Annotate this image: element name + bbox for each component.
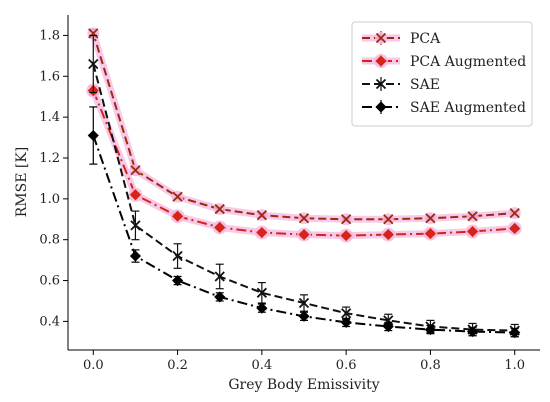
diamond-marker xyxy=(256,226,268,239)
diamond-marker xyxy=(509,222,521,235)
legend-entry: PCA xyxy=(362,31,441,47)
diamond-marker xyxy=(340,316,352,328)
legend-entry: SAE Augmented xyxy=(362,100,526,116)
legend-frame xyxy=(351,21,533,127)
x-tick-label: 0.8 xyxy=(420,358,441,373)
diamond-marker xyxy=(375,55,387,67)
series-1 xyxy=(86,83,522,243)
diamond-marker xyxy=(382,320,394,333)
y-tick-label: 1.4 xyxy=(39,110,60,125)
legend-entry: SAE xyxy=(362,77,440,93)
y-tick-label: 1.0 xyxy=(39,192,60,207)
diamond-marker xyxy=(375,101,387,113)
legend-entry: PCA Augmented xyxy=(362,54,526,70)
y-tick-label: 1.6 xyxy=(39,69,60,84)
diamond-marker xyxy=(424,228,436,240)
x-marker xyxy=(509,208,520,219)
legend-label: PCA Augmented xyxy=(410,54,526,70)
axes-layer xyxy=(67,15,540,351)
diamond-marker xyxy=(172,210,184,222)
x-marker xyxy=(341,308,352,319)
series-line xyxy=(92,33,515,221)
x-marker xyxy=(298,213,310,224)
y-tick-label: 1.2 xyxy=(39,151,60,166)
x-marker xyxy=(383,315,394,326)
diamond-marker xyxy=(298,310,310,322)
x-tick-label: 0.4 xyxy=(252,358,273,373)
x-marker xyxy=(88,28,99,39)
x-tick-label: 0.0 xyxy=(83,358,104,373)
x-marker xyxy=(383,214,394,225)
diamond-marker xyxy=(467,326,479,338)
diamond-marker xyxy=(129,250,141,262)
diamond-marker xyxy=(172,274,184,287)
diamond-marker xyxy=(129,189,141,201)
x-marker xyxy=(88,58,99,70)
y-tick-label: 1.8 xyxy=(39,28,60,43)
x-marker xyxy=(341,214,352,225)
diamond-marker xyxy=(214,221,226,234)
x-marker xyxy=(130,165,141,176)
x-marker xyxy=(130,220,141,231)
x-marker xyxy=(214,271,225,282)
x-marker xyxy=(298,297,310,309)
diamond-marker xyxy=(424,324,436,336)
x-marker xyxy=(375,78,387,90)
series-3 xyxy=(87,106,521,339)
x-marker xyxy=(256,210,267,221)
legend-label: SAE Augmented xyxy=(410,100,526,116)
x-marker xyxy=(256,287,267,298)
diamond-marker xyxy=(87,129,99,142)
diamond-marker xyxy=(340,230,352,242)
x-marker xyxy=(172,250,183,262)
diamond-marker xyxy=(256,302,268,314)
legend: PCA PCA Augmented SAE SAE Augmented xyxy=(351,21,533,127)
x-marker xyxy=(214,203,225,215)
y-tick-label: 0.4 xyxy=(39,314,60,329)
legend-label: SAE xyxy=(410,77,440,93)
x-marker xyxy=(467,211,478,222)
legend-label: PCA xyxy=(410,31,441,47)
diamond-marker xyxy=(214,291,226,303)
x-marker xyxy=(375,32,387,44)
x-tick-label: 1.0 xyxy=(504,358,525,373)
x-marker xyxy=(425,213,436,224)
diamond-marker xyxy=(382,229,394,241)
x-tick-label: 0.6 xyxy=(336,358,357,373)
series-0 xyxy=(87,27,521,226)
y-tick-label: 0.8 xyxy=(39,233,60,248)
x-marker xyxy=(172,191,183,202)
y-axis-title: RMSE [K] xyxy=(14,147,30,218)
diamond-marker xyxy=(298,229,310,241)
x-axis-title: Grey Body Emissivity xyxy=(228,377,379,393)
ticks-layer: 0.0 0.2 0.4 0.6 0.8 1.0 0.4 0.6 0.8 1.0 1.2 1.4 1.6 1… xyxy=(39,28,525,373)
x-tick-label: 0.2 xyxy=(167,358,188,373)
series-layer xyxy=(86,27,522,339)
diamond-marker xyxy=(509,327,521,339)
diamond-marker xyxy=(467,225,479,238)
y-tick-label: 0.6 xyxy=(39,274,60,289)
legend-entries: PCA PCA Augmented SAE SAE Augmented xyxy=(362,31,526,116)
